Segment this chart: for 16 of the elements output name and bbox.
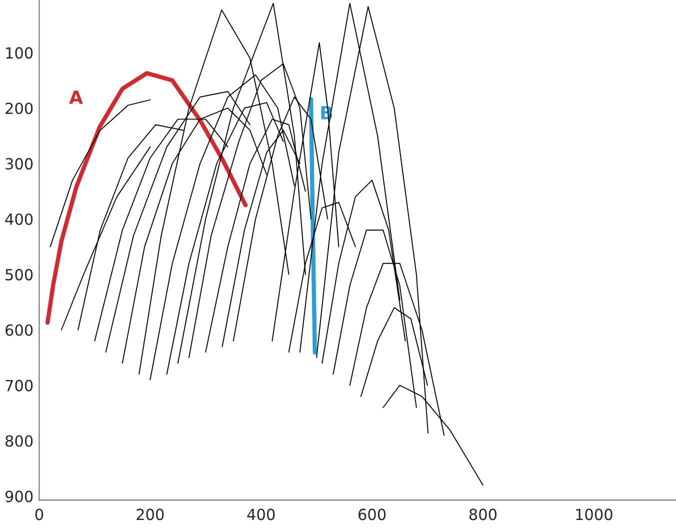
y-tick-label: 200 [6, 102, 33, 114]
x-tick-label: 0 [35, 508, 44, 520]
y-tick-label: 800 [6, 435, 33, 447]
y-tick-label: 700 [6, 380, 33, 392]
x-tick-label: 600 [358, 508, 386, 520]
x-tick-label: 800 [469, 508, 497, 520]
annotation: A [69, 90, 83, 104]
x-tick-label: 1000 [576, 508, 612, 520]
x-tick-label: 400 [247, 508, 275, 520]
x-tick-label: 200 [136, 508, 164, 520]
y-tick-label: 500 [6, 268, 33, 280]
y-tick-label: 300 [6, 158, 33, 170]
y-tick-label: 400 [5, 213, 33, 226]
y-tick-label: 100 [6, 47, 33, 59]
y-tick-label: 900 [5, 490, 33, 502]
y-tick-label: 600 [6, 324, 33, 336]
